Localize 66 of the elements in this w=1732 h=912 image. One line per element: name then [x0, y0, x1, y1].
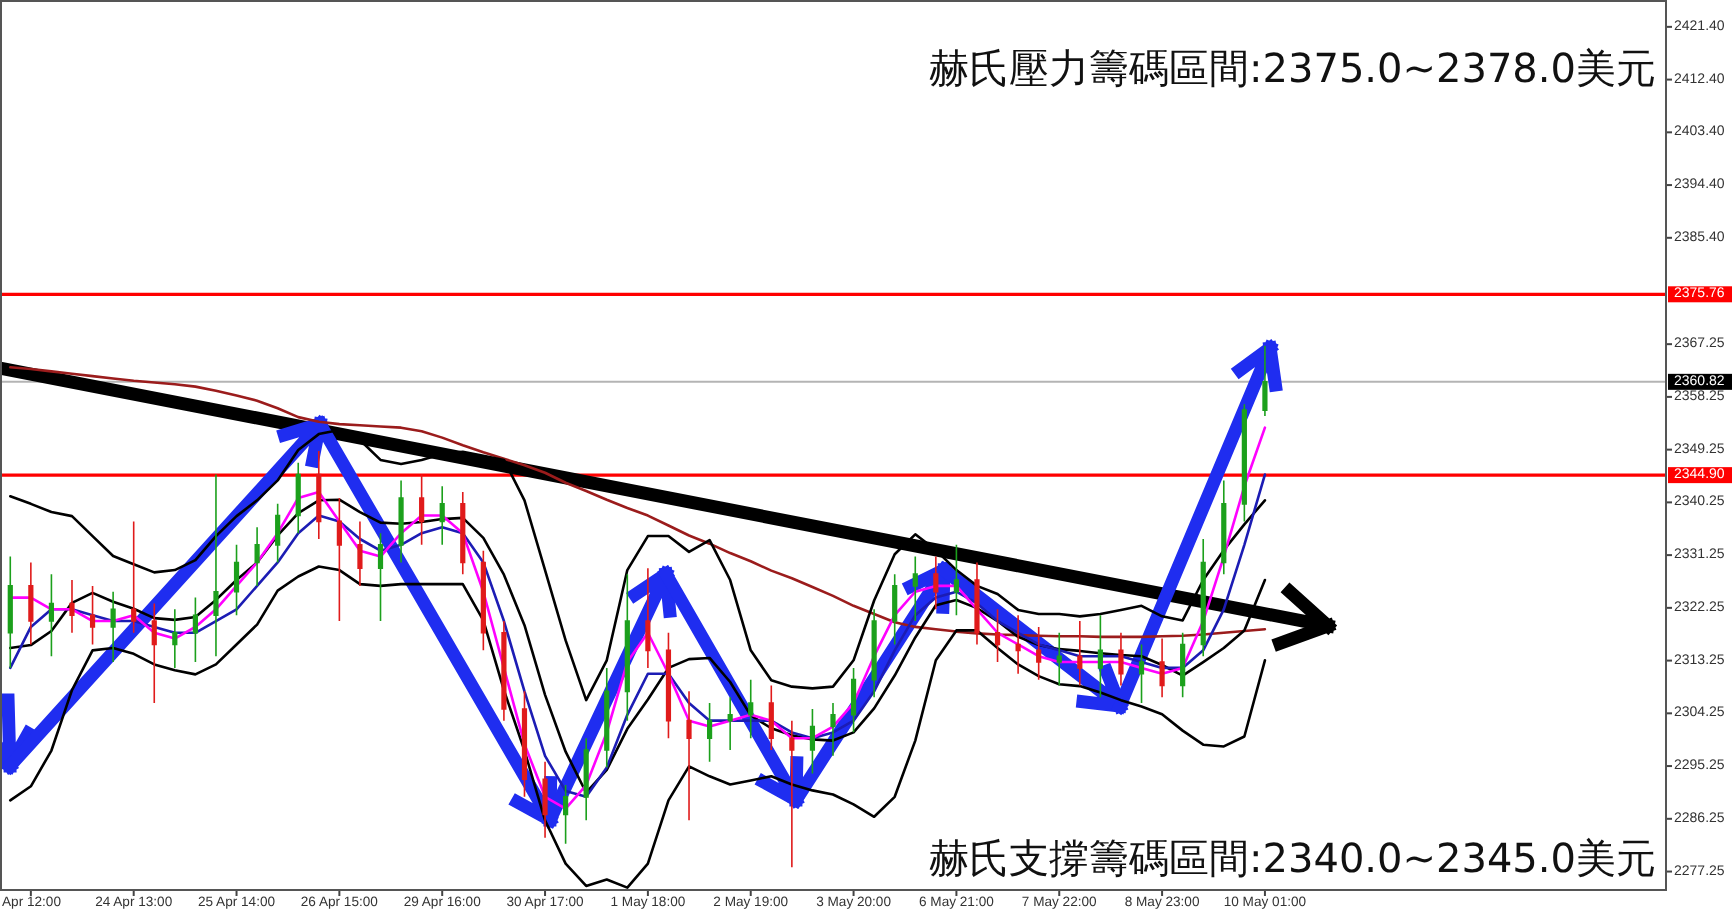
- candlestick: [686, 690, 692, 822]
- candlestick: [501, 620, 507, 722]
- candlestick: [398, 479, 404, 564]
- annotation: 赫氏壓力籌碼區間:2375.0~2378.0美元: [929, 44, 1656, 92]
- candlestick: [1056, 631, 1062, 687]
- candlestick: [1097, 614, 1103, 699]
- candlestick: [357, 520, 363, 587]
- candlestick: [1118, 631, 1124, 687]
- candlestick: [275, 503, 281, 564]
- candlestick: [563, 784, 569, 845]
- candlestick: [48, 573, 55, 657]
- annotation: 赫氏支撐籌碼區間:2340.0~2345.0美元: [929, 834, 1656, 882]
- candlestick: [110, 590, 116, 663]
- candlestick: [748, 678, 754, 740]
- candlestick: [1036, 626, 1042, 681]
- candlestick: [542, 760, 548, 839]
- candlestick: [295, 462, 301, 534]
- candlestick: [254, 526, 260, 587]
- candlestick: [28, 561, 34, 646]
- candlestick: [830, 702, 836, 757]
- candlestick: [131, 520, 137, 634]
- candlestick: [1221, 479, 1227, 575]
- candlestick: [192, 596, 198, 663]
- candlestick: [316, 450, 322, 540]
- candlestick: [419, 473, 425, 546]
- candlestick: [172, 608, 178, 669]
- candlestick: [7, 555, 13, 669]
- candlestick: [1159, 637, 1165, 699]
- candlestick: [665, 631, 672, 740]
- candlestick: [1138, 643, 1145, 704]
- candlestick: [1262, 344, 1268, 417]
- candlestick: [994, 608, 1001, 663]
- candlestick: [892, 573, 898, 646]
- candlestick: [69, 579, 75, 634]
- candlestick: [583, 737, 589, 822]
- candlestick: [768, 684, 774, 751]
- candlestick: [727, 696, 733, 751]
- candlestick: [974, 561, 980, 646]
- candlestick: [213, 473, 219, 657]
- candlestick: [460, 491, 466, 575]
- candlestick: [706, 702, 713, 763]
- candlestick: [1180, 631, 1186, 699]
- candlestick: [1241, 403, 1247, 523]
- candlestick: [1200, 538, 1206, 657]
- line-series: [8, 428, 1267, 702]
- candlestick: [809, 708, 816, 775]
- candlestick: [1077, 620, 1083, 687]
- candlestick: [233, 544, 240, 616]
- candlestick: [953, 544, 960, 616]
- candlestick: [89, 585, 96, 646]
- candlestick: [871, 608, 877, 699]
- candlestick: [1015, 614, 1021, 675]
- candlestick: [789, 719, 795, 868]
- candlestick: [604, 667, 610, 769]
- candlestick: [377, 532, 384, 622]
- candlestick: [521, 690, 528, 798]
- candlestick: [480, 549, 486, 652]
- candlestick: [439, 485, 445, 546]
- candlestick: [645, 567, 651, 669]
- candlestick: [624, 573, 630, 722]
- candlestick: [151, 602, 157, 704]
- candlestick: [933, 555, 939, 611]
- candlestick: [912, 555, 918, 622]
- candlestick: [850, 667, 857, 734]
- candlestick: [336, 497, 342, 622]
- line-series: [8, 426, 1267, 810]
